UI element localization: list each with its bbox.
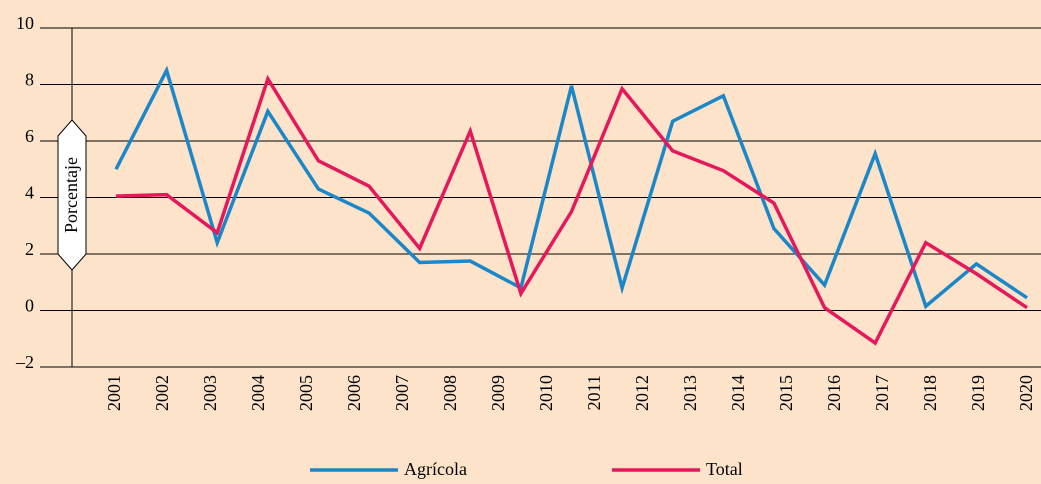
x-tick-label: 2005 [296, 375, 316, 411]
x-tick-label: 2019 [968, 375, 988, 411]
y-tick-label: 0 [25, 296, 34, 316]
x-tick-label: 2014 [728, 375, 748, 411]
line-series [114, 65, 1028, 310]
y-tick-label: 8 [25, 70, 34, 90]
y-tick-label: 4 [25, 183, 34, 203]
y-tick-label: 10 [16, 13, 34, 33]
line-series [115, 74, 1028, 346]
y-tick-label: 6 [25, 126, 34, 146]
y-axis-label: Porcentaje [61, 157, 81, 233]
axis-label-badge [57, 119, 87, 271]
x-tick-label: 2012 [632, 375, 652, 411]
y-tick-label: 2 [25, 239, 34, 259]
x-tick-label: 2010 [536, 375, 556, 411]
y-tick-label: –2 [15, 352, 34, 372]
x-tick-label: 2006 [344, 375, 364, 411]
x-tick-label: 2008 [440, 375, 460, 411]
x-tick-label: 2016 [824, 375, 844, 411]
legend-label: Agrícola [404, 459, 467, 479]
legend-label: Total [706, 459, 743, 479]
x-tick-label: 2017 [872, 375, 892, 411]
x-tick-label: 2020 [1016, 375, 1036, 411]
x-tick-label: 2007 [392, 375, 412, 411]
x-tick-label: 2009 [488, 375, 508, 411]
x-tick-label: 2003 [200, 375, 220, 411]
x-tick-label: 2018 [920, 375, 940, 411]
x-tick-label: 2015 [776, 375, 796, 411]
x-tick-label: 2001 [104, 375, 124, 411]
x-tick-label: 2013 [680, 375, 700, 411]
x-tick-label: 2004 [248, 375, 268, 411]
x-tick-label: 2011 [584, 375, 604, 410]
x-tick-label: 2002 [152, 375, 172, 411]
